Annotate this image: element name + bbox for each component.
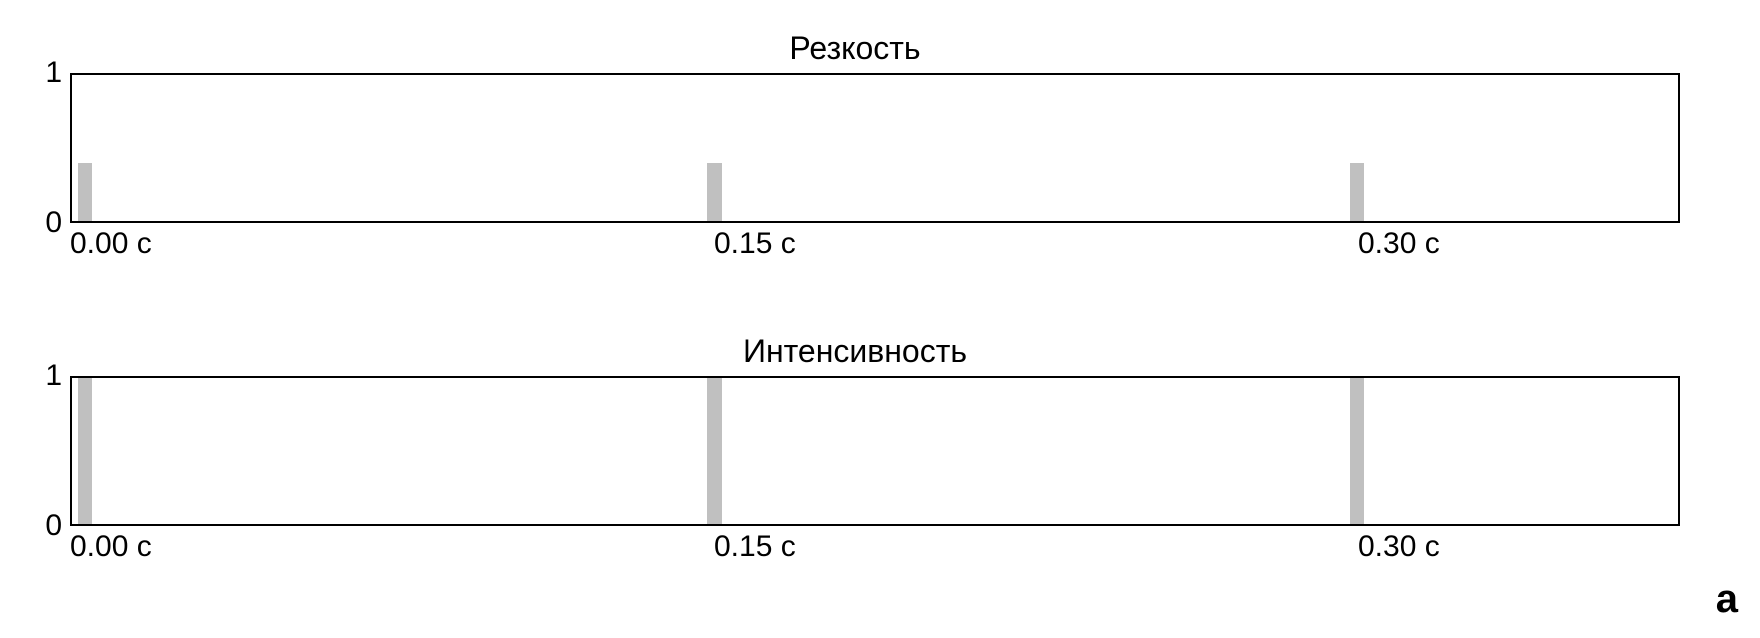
bar <box>707 163 721 221</box>
panel-sharpness: Резкость 01 0.00 с0.15 с0.30 с <box>30 30 1680 263</box>
plot-row-intensity: 01 <box>30 376 1680 526</box>
x-tick-label: 0.30 с <box>1358 227 1440 261</box>
x-tick-label: 0.15 с <box>714 227 796 261</box>
plot-box-sharpness <box>70 73 1680 223</box>
x-tick-label: 0.30 с <box>1358 530 1440 564</box>
x-tick-label: 0.15 с <box>714 530 796 564</box>
panel-intensity: Интенсивность 01 0.00 с0.15 с0.30 с <box>30 333 1680 566</box>
plot-box-intensity <box>70 376 1680 526</box>
x-tick-label: 0.00 с <box>70 530 152 564</box>
figure-container: Резкость 01 0.00 с0.15 с0.30 с Интенсивн… <box>30 30 1680 636</box>
panel-title-intensity: Интенсивность <box>30 333 1680 370</box>
x-axis-intensity: 0.00 с 0.15 с 0.30 с <box>70 526 1680 566</box>
y-axis-sharpness: 01 <box>30 73 70 223</box>
panel-title-sharpness: Резкость <box>30 30 1680 67</box>
x-tick-label: 0.00 с <box>70 227 152 261</box>
bar <box>707 378 721 524</box>
plot-row-sharpness: 01 <box>30 73 1680 223</box>
bar <box>78 163 92 221</box>
y-tick-label: 0 <box>45 509 62 543</box>
x-axis-sharpness: 0.00 с 0.15 с 0.30 с <box>70 223 1680 263</box>
y-tick-label: 0 <box>45 206 62 240</box>
bar <box>78 378 92 524</box>
subfigure-label: a <box>1716 577 1738 622</box>
bar <box>1350 378 1364 524</box>
y-tick-label: 1 <box>45 56 62 90</box>
y-axis-intensity: 01 <box>30 376 70 526</box>
y-tick-label: 1 <box>45 359 62 393</box>
bar <box>1350 163 1364 221</box>
